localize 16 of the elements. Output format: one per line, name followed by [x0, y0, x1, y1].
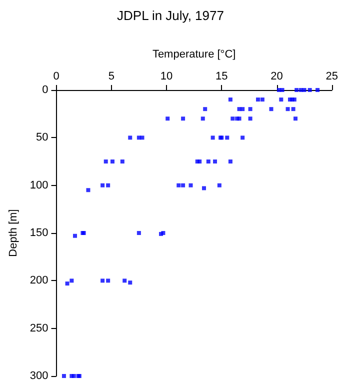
x-axis-title: Temperature [°C]: [152, 48, 236, 60]
x-tick-label: 20: [270, 70, 283, 82]
chart-title: JDPL in July, 1977: [117, 8, 224, 23]
y-tick-label: 300: [30, 370, 48, 382]
y-tick-label: 50: [36, 132, 48, 144]
x-tick-label: 15: [216, 70, 228, 82]
y-axis-title: Depth [m]: [8, 209, 20, 257]
y-tick-label: 150: [30, 227, 48, 239]
y-tick-label: 250: [30, 322, 48, 334]
x-tick-label: 25: [326, 70, 338, 82]
x-tick-label: 5: [108, 70, 114, 82]
x-tick-label: 0: [53, 70, 60, 82]
y-tick-label: 200: [30, 274, 48, 287]
y-tick-label: 100: [30, 179, 48, 192]
y-tick-label: 0: [42, 84, 48, 96]
x-tick-label: 10: [160, 70, 173, 82]
